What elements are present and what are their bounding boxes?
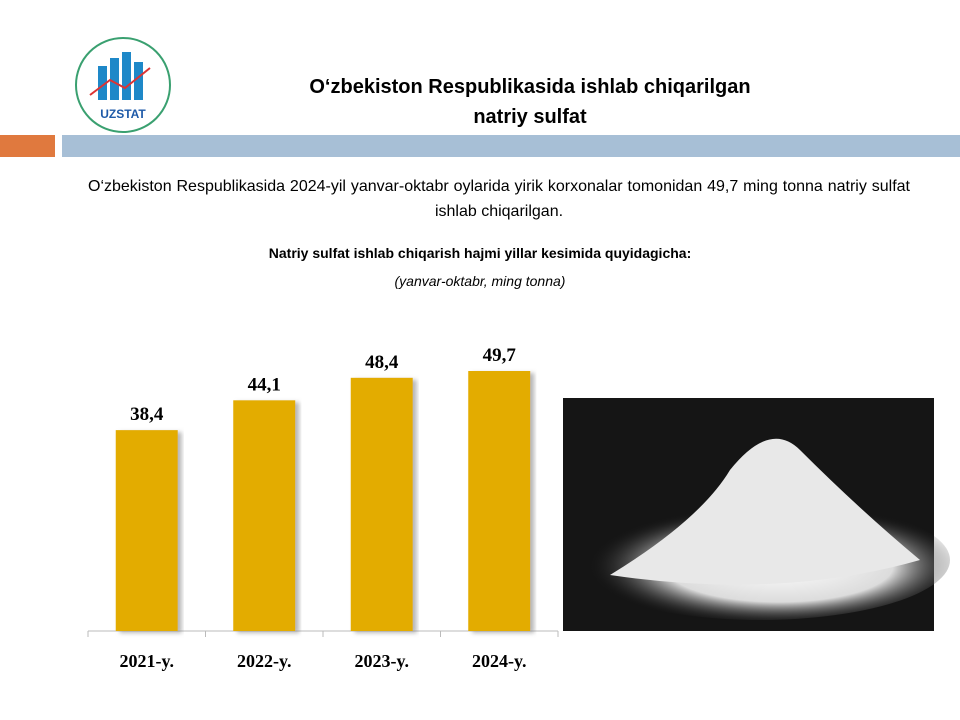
logo-bar: [134, 62, 143, 100]
logo-bar: [122, 52, 131, 100]
title-line: natriy sulfat: [473, 106, 587, 128]
title-line: O‘zbekiston Respublikasida ishlab chiqar…: [309, 76, 751, 98]
value-label: 49,7: [483, 345, 517, 366]
paragraph: O‘zbekiston Respublikasida 2024-yil yanv…: [88, 178, 910, 220]
accent-bar: [0, 135, 55, 157]
title: O‘zbekiston Respublikasida ishlab chiqar…: [200, 72, 860, 132]
x-tick-label: 2023-y.: [354, 651, 409, 671]
accent-bar: [62, 135, 960, 157]
logo-text: UZSTAT: [100, 107, 146, 121]
photo-pile: [610, 438, 920, 585]
logo-bar: [110, 58, 119, 100]
value-label: 44,1: [248, 374, 281, 395]
chart-title: Natriy sulfat ishlab chiqarish hajmi yil…: [268, 245, 692, 261]
bar: [115, 430, 178, 631]
logo-line: [89, 67, 151, 96]
chart-subtitle: (yanvar-oktabr, ming tonna): [394, 273, 566, 289]
bar: [468, 371, 531, 631]
value-label: 48,4: [365, 352, 399, 373]
logo-bar: [98, 66, 107, 100]
x-tick-label: 2022-y.: [237, 651, 292, 671]
bar: [350, 377, 413, 631]
x-tick-label: 2021-y.: [119, 651, 174, 671]
bar: [233, 400, 296, 631]
x-tick-label: 2024-y.: [472, 651, 527, 671]
value-label: 38,4: [130, 404, 164, 425]
